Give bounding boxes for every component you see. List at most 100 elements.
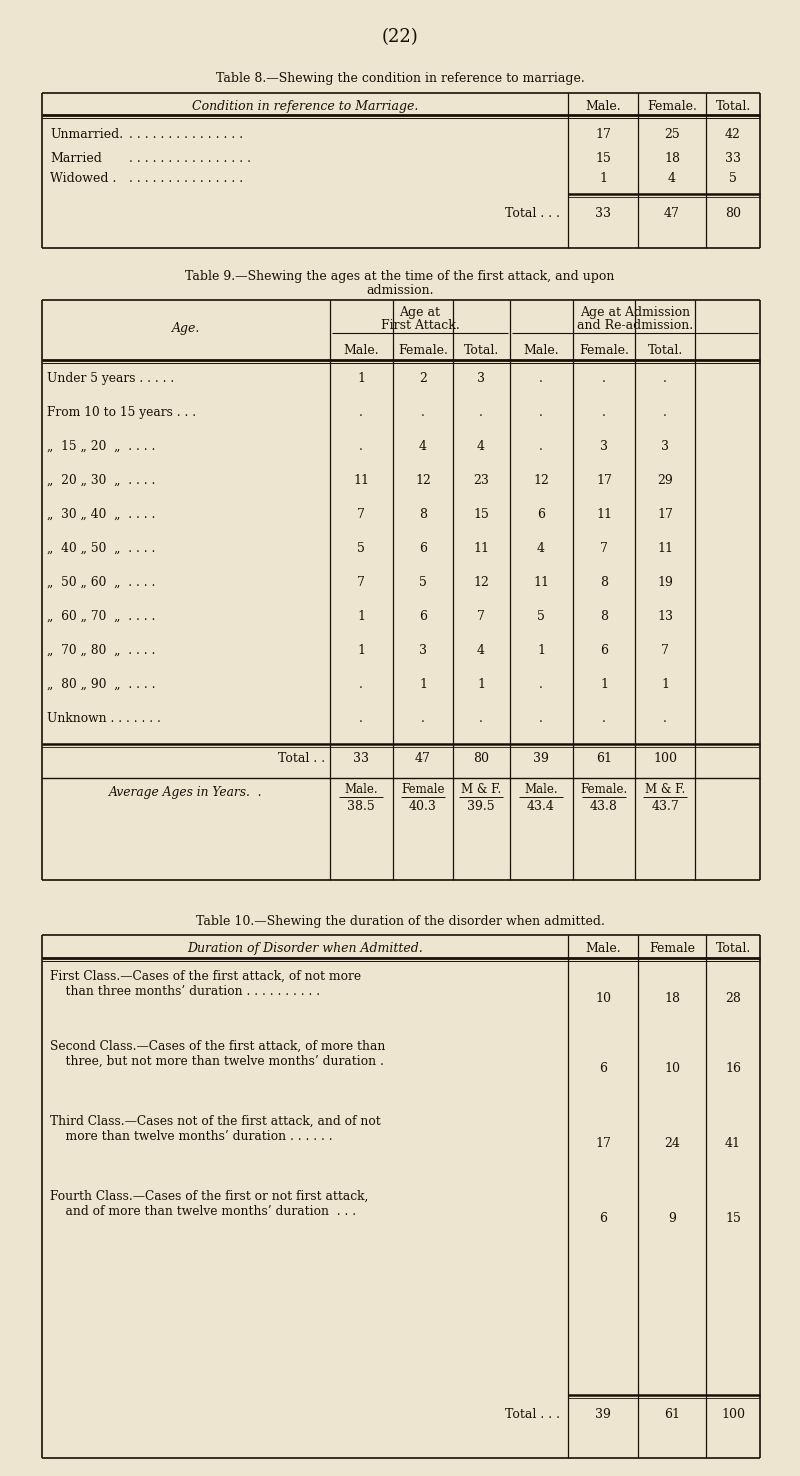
Text: 6: 6: [600, 644, 608, 657]
Text: 17: 17: [596, 474, 612, 487]
Text: .: .: [602, 711, 606, 725]
Text: 15: 15: [473, 508, 489, 521]
Text: 41: 41: [725, 1137, 741, 1150]
Text: 7: 7: [661, 644, 669, 657]
Text: Age.: Age.: [172, 322, 200, 335]
Text: Female: Female: [649, 942, 695, 955]
Text: Male.: Male.: [524, 782, 558, 796]
Text: 7: 7: [357, 508, 365, 521]
Text: .: .: [539, 372, 543, 385]
Text: 4: 4: [668, 173, 676, 184]
Text: Under 5 years . . . . .: Under 5 years . . . . .: [47, 372, 174, 385]
Text: 100: 100: [653, 751, 677, 765]
Text: 3: 3: [600, 440, 608, 453]
Text: Female.: Female.: [647, 100, 697, 114]
Text: 39: 39: [595, 1408, 611, 1421]
Text: 4: 4: [537, 542, 545, 555]
Text: „  15 „ 20  „  . . . .: „ 15 „ 20 „ . . . .: [47, 440, 155, 453]
Text: „  40 „ 50  „  . . . .: „ 40 „ 50 „ . . . .: [47, 542, 155, 555]
Text: Table 8.—Shewing the condition in reference to marriage.: Table 8.—Shewing the condition in refere…: [216, 72, 584, 86]
Text: 11: 11: [533, 576, 549, 589]
Text: „  60 „ 70  „  . . . .: „ 60 „ 70 „ . . . .: [47, 610, 155, 623]
Text: 11: 11: [657, 542, 673, 555]
Text: 40.3: 40.3: [409, 800, 437, 813]
Text: admission.: admission.: [366, 283, 434, 297]
Text: 61: 61: [596, 751, 612, 765]
Text: „  70 „ 80  „  . . . .: „ 70 „ 80 „ . . . .: [47, 644, 155, 657]
Text: 12: 12: [533, 474, 549, 487]
Text: 4: 4: [419, 440, 427, 453]
Text: First Attack.: First Attack.: [381, 319, 459, 332]
Text: From 10 to 15 years . . .: From 10 to 15 years . . .: [47, 406, 196, 419]
Text: 17: 17: [595, 128, 611, 142]
Text: Unknown . . . . . . .: Unknown . . . . . . .: [47, 711, 161, 725]
Text: 1: 1: [357, 372, 365, 385]
Text: Duration of Disorder when Admitted.: Duration of Disorder when Admitted.: [187, 942, 423, 955]
Text: .: .: [602, 406, 606, 419]
Text: 1: 1: [600, 677, 608, 691]
Text: 25: 25: [664, 128, 680, 142]
Text: 43.4: 43.4: [527, 800, 555, 813]
Text: 7: 7: [357, 576, 365, 589]
Text: 3: 3: [419, 644, 427, 657]
Text: Married: Married: [50, 152, 102, 165]
Text: Total.: Total.: [715, 942, 750, 955]
Text: 18: 18: [664, 992, 680, 1005]
Text: 8: 8: [419, 508, 427, 521]
Text: Female.: Female.: [579, 344, 629, 357]
Text: 13: 13: [657, 610, 673, 623]
Text: 15: 15: [595, 152, 611, 165]
Text: .: .: [421, 406, 425, 419]
Text: 1: 1: [537, 644, 545, 657]
Text: Female.: Female.: [398, 344, 448, 357]
Text: 61: 61: [664, 1408, 680, 1421]
Text: Male.: Male.: [585, 100, 621, 114]
Text: 28: 28: [725, 992, 741, 1005]
Text: 80: 80: [473, 751, 489, 765]
Text: Age at: Age at: [399, 306, 441, 319]
Text: 39.5: 39.5: [467, 800, 495, 813]
Text: 16: 16: [725, 1063, 741, 1075]
Text: 11: 11: [596, 508, 612, 521]
Text: and Re-admission.: and Re-admission.: [577, 319, 693, 332]
Text: than three months’ duration . . . . . . . . . .: than three months’ duration . . . . . . …: [50, 984, 320, 998]
Text: 43.7: 43.7: [651, 800, 679, 813]
Text: 15: 15: [725, 1212, 741, 1225]
Text: Total . . .: Total . . .: [505, 1408, 560, 1421]
Text: .: .: [479, 406, 483, 419]
Text: 1: 1: [357, 644, 365, 657]
Text: Fourth Class.—Cases of the first or not first attack,: Fourth Class.—Cases of the first or not …: [50, 1190, 368, 1203]
Text: and of more than twelve months’ duration  . . .: and of more than twelve months’ duration…: [50, 1204, 356, 1218]
Text: 17: 17: [595, 1137, 611, 1150]
Text: Condition in reference to Marriage.: Condition in reference to Marriage.: [192, 100, 418, 114]
Text: 2: 2: [419, 372, 427, 385]
Text: Age at Admission: Age at Admission: [580, 306, 690, 319]
Text: 9: 9: [668, 1212, 676, 1225]
Text: Male.: Male.: [523, 344, 559, 357]
Text: Female.: Female.: [580, 782, 628, 796]
Text: .: .: [663, 406, 667, 419]
Text: Total . .: Total . .: [278, 751, 325, 765]
Text: . . . . . . . . . . . . . . .: . . . . . . . . . . . . . . .: [125, 128, 243, 142]
Text: 1: 1: [599, 173, 607, 184]
Text: .: .: [539, 711, 543, 725]
Text: .: .: [359, 711, 363, 725]
Text: 12: 12: [473, 576, 489, 589]
Text: 7: 7: [477, 610, 485, 623]
Text: „  30 „ 40  „  . . . .: „ 30 „ 40 „ . . . .: [47, 508, 155, 521]
Text: .: .: [359, 440, 363, 453]
Text: Total.: Total.: [463, 344, 498, 357]
Text: Second Class.—Cases of the first attack, of more than: Second Class.—Cases of the first attack,…: [50, 1041, 386, 1052]
Text: 5: 5: [357, 542, 365, 555]
Text: 6: 6: [419, 610, 427, 623]
Text: Male.: Male.: [344, 782, 378, 796]
Text: 42: 42: [725, 128, 741, 142]
Text: .: .: [539, 406, 543, 419]
Text: Total.: Total.: [647, 344, 682, 357]
Text: Widowed .: Widowed .: [50, 173, 116, 184]
Text: 1: 1: [419, 677, 427, 691]
Text: Table 9.—Shewing the ages at the time of the first attack, and upon: Table 9.—Shewing the ages at the time of…: [186, 270, 614, 283]
Text: 23: 23: [473, 474, 489, 487]
Text: Average Ages in Years.  .: Average Ages in Years. .: [110, 787, 262, 799]
Text: 19: 19: [657, 576, 673, 589]
